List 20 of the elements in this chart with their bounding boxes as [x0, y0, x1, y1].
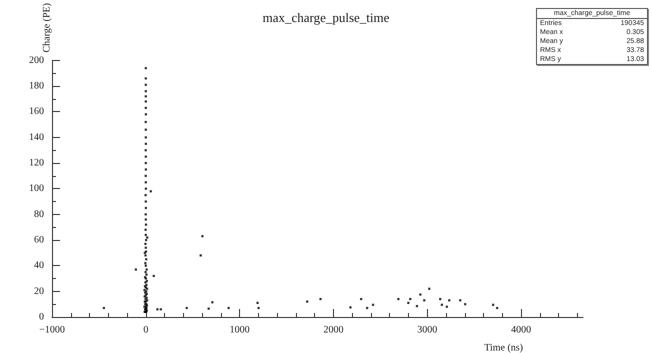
y-tick-label: 40: [34, 260, 44, 272]
y-tick-label: 180: [29, 80, 44, 92]
y-tick-label: 120: [29, 158, 44, 169]
y-tick-label: 140: [29, 132, 44, 143]
y-tick-label: 80: [34, 208, 44, 220]
x-tick-label: −1000: [39, 324, 65, 336]
y-tick-label: 20: [34, 286, 44, 297]
x-tick-label: 4000: [511, 324, 532, 336]
y-tick-label: 100: [29, 183, 44, 194]
y-tick-label: 200: [29, 54, 44, 66]
y-tick-label: 60: [34, 234, 44, 246]
x-tick-label: 2000: [323, 324, 344, 336]
y-tick-label: 0: [39, 312, 44, 322]
x-tick-label: 1000: [230, 324, 250, 336]
y-axis-title: Charge (PE): [42, 3, 52, 53]
x-axis-title: Time (ns): [484, 342, 523, 353]
x-tick-label: 3000: [417, 324, 438, 336]
y-tick-label: 160: [29, 106, 44, 118]
x-tick-label: 0: [143, 324, 148, 336]
chart-title: max_charge_pulse_time: [262, 10, 390, 25]
